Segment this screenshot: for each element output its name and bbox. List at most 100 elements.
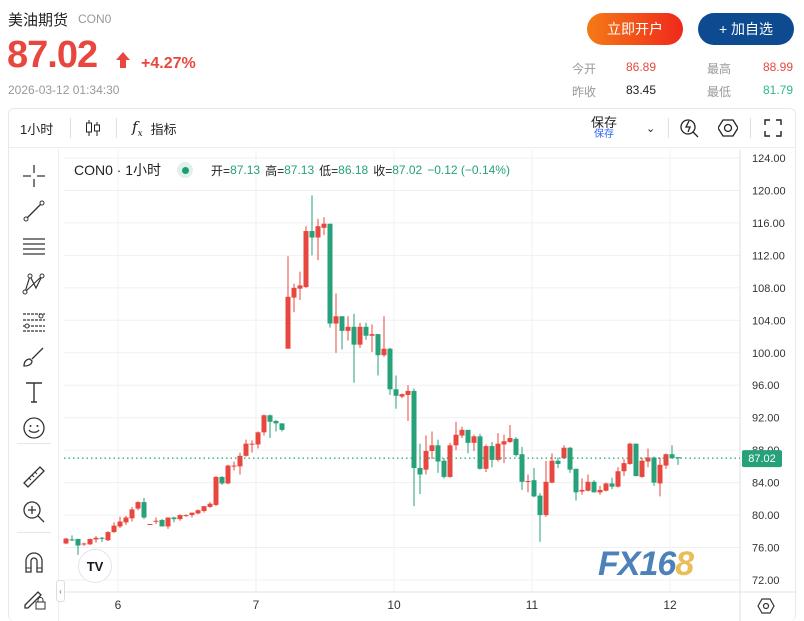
text-tool[interactable]	[21, 379, 47, 405]
candle-body	[63, 538, 69, 544]
quick-search-button[interactable]	[679, 108, 699, 148]
candle-body	[297, 285, 303, 289]
candle	[129, 506, 135, 522]
y-tick-label: 96.00	[752, 380, 780, 392]
change-percent: +4.27%	[141, 55, 196, 72]
legend-interval: 1小时	[125, 162, 162, 178]
emoji-icon	[23, 417, 45, 439]
candle	[207, 502, 213, 508]
candle	[399, 393, 405, 399]
candle	[105, 531, 111, 542]
candle-body	[285, 296, 291, 349]
chart-type-button[interactable]	[85, 108, 101, 148]
open-account-button[interactable]: 立即开户	[587, 13, 683, 45]
candle	[333, 293, 339, 353]
candle-body	[417, 468, 423, 475]
candle-body	[363, 326, 369, 336]
candle-body	[315, 226, 321, 238]
toolbar-divider	[17, 532, 51, 533]
legend-open-label: 开=	[211, 163, 231, 178]
candle-body	[237, 455, 243, 467]
candle-body	[327, 223, 333, 324]
save-button[interactable]: 保存 保存	[591, 108, 617, 148]
candle-body	[255, 432, 261, 445]
drawing-toolbar	[9, 149, 59, 621]
zoom-in-tool[interactable]	[21, 499, 47, 525]
candle-body	[183, 515, 189, 517]
trend-line-tool[interactable]	[21, 198, 47, 224]
candle-body	[93, 537, 99, 540]
low-value: 81.79	[763, 83, 794, 97]
y-tick-label: 112.00	[752, 250, 785, 262]
candle	[213, 476, 219, 507]
axis-settings-button[interactable]	[757, 597, 775, 620]
candle-body	[621, 463, 627, 472]
candle	[219, 476, 225, 486]
candle	[363, 322, 369, 340]
add-watchlist-button[interactable]: + 加自选	[698, 13, 794, 45]
candle-body	[645, 457, 651, 462]
candle-body	[411, 390, 417, 469]
legend-low: 86.18	[338, 163, 369, 177]
last-price: 87.02	[7, 34, 98, 76]
candle	[249, 440, 255, 453]
legend-high: 87.13	[284, 163, 315, 177]
fib-tool[interactable]	[21, 308, 47, 334]
candle	[447, 442, 453, 478]
lock-draw-icon	[24, 591, 46, 610]
y-tick-label: 76.00	[752, 543, 780, 555]
candle	[435, 439, 441, 473]
candle	[459, 426, 465, 438]
brush-tool[interactable]	[21, 344, 47, 370]
candle	[429, 431, 435, 460]
candle	[369, 324, 375, 352]
chevron-down-icon[interactable]: ⌄	[646, 122, 656, 135]
candle-body	[399, 394, 405, 397]
candle	[531, 468, 537, 498]
candle	[585, 474, 591, 492]
legend-low-label: 低=	[319, 163, 339, 178]
candle	[243, 439, 249, 457]
fullscreen-button[interactable]	[764, 108, 782, 148]
crosshair-tool[interactable]	[21, 163, 47, 189]
candle	[639, 457, 645, 478]
tradingview-logo[interactable]: TV	[78, 549, 112, 583]
horizontal-lines-tool[interactable]	[21, 233, 47, 259]
candle	[357, 322, 363, 348]
candle	[315, 218, 321, 261]
candle-body	[165, 517, 171, 527]
candle-body	[159, 519, 165, 527]
candle	[627, 442, 633, 465]
candle-body	[579, 489, 585, 492]
candle-body	[651, 457, 657, 483]
candle	[99, 536, 105, 542]
candle	[579, 478, 585, 495]
candle	[489, 442, 495, 468]
lightning-search-icon	[680, 119, 699, 138]
candle	[321, 217, 327, 236]
candle	[543, 460, 549, 517]
lock-draw-tool[interactable]	[21, 585, 47, 611]
pattern-tool[interactable]	[21, 271, 47, 297]
candle	[63, 537, 69, 545]
emoji-tool[interactable]	[21, 415, 47, 441]
text-icon	[26, 382, 42, 403]
candle	[591, 480, 597, 493]
candle	[111, 522, 117, 533]
collapse-toolbar-button[interactable]: ‹	[56, 580, 65, 602]
candle-body	[225, 465, 231, 484]
prev-close-value: 83.45	[626, 83, 657, 97]
market-status-icon	[177, 162, 194, 178]
indicators-button[interactable]: fx 指标	[132, 108, 177, 148]
legend-symbol: CON0	[74, 162, 113, 178]
settings-hexagon-icon	[757, 598, 775, 614]
chart-container	[8, 108, 796, 621]
candle	[345, 316, 351, 341]
magnet-tool[interactable]	[21, 549, 47, 575]
candle	[621, 459, 627, 477]
ruler-tool[interactable]	[21, 464, 47, 490]
candle	[183, 514, 189, 517]
settings-button[interactable]	[718, 108, 738, 148]
interval-button[interactable]: 1小时	[20, 121, 54, 137]
